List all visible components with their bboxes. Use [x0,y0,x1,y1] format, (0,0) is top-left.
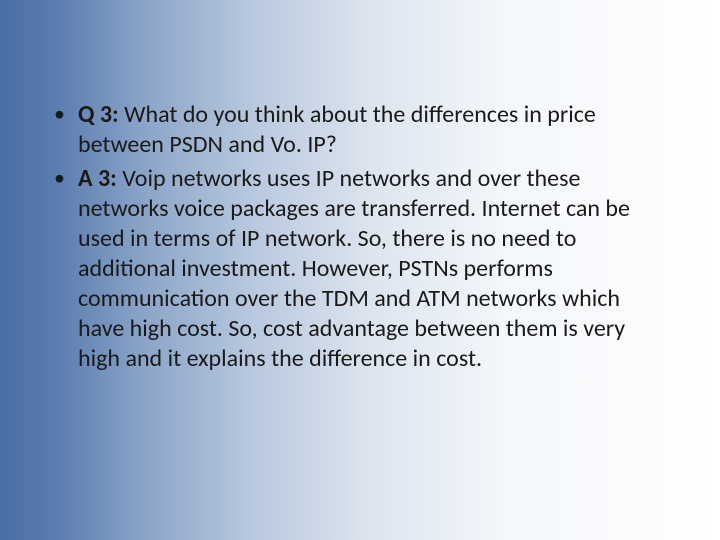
bullet-list: Q 3: What do you think about the differe… [50,100,670,374]
bullet-label: Q 3: [78,100,119,129]
bullet-text: What do you think about the differences … [78,100,596,159]
bullet-text: Voip networks uses IP networks and over … [78,164,630,373]
bullet-item: Q 3: What do you think about the differe… [50,100,670,160]
bullet-item: A 3: Voip networks uses IP networks and … [50,164,670,374]
bullet-label: A 3: [78,164,117,193]
slide: Q 3: What do you think about the differe… [0,0,720,540]
